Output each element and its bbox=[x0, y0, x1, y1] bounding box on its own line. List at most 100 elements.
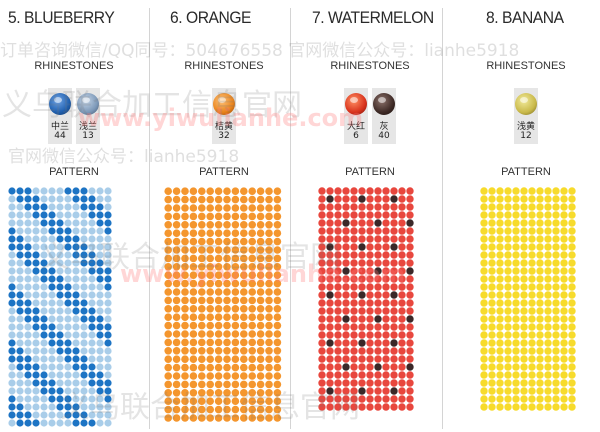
bead bbox=[382, 211, 390, 219]
bead bbox=[568, 203, 576, 211]
bead bbox=[256, 389, 265, 397]
bead bbox=[528, 347, 536, 355]
bead bbox=[181, 288, 189, 296]
bead bbox=[326, 187, 334, 195]
bead bbox=[8, 275, 16, 283]
bead bbox=[198, 204, 206, 212]
bead bbox=[96, 371, 104, 379]
bead bbox=[248, 221, 256, 229]
bead bbox=[72, 259, 80, 267]
bead bbox=[214, 372, 223, 380]
bead bbox=[181, 263, 189, 271]
bead bbox=[172, 254, 181, 263]
bead bbox=[358, 363, 366, 371]
bead bbox=[40, 251, 48, 259]
bead bbox=[358, 379, 366, 387]
bead bbox=[480, 243, 488, 251]
bead bbox=[104, 243, 112, 251]
bead bbox=[64, 251, 72, 259]
bead bbox=[8, 235, 16, 243]
bead bbox=[16, 379, 24, 387]
bead bbox=[8, 283, 16, 291]
rhinestone-samples: 大红 6 灰 40 bbox=[296, 88, 444, 144]
bead bbox=[198, 288, 206, 296]
bead bbox=[231, 288, 240, 296]
bead bbox=[342, 291, 350, 299]
bead bbox=[231, 296, 240, 305]
bead bbox=[326, 195, 334, 203]
bead bbox=[214, 296, 223, 305]
bead bbox=[248, 355, 256, 363]
bead bbox=[181, 363, 189, 372]
bead bbox=[552, 363, 560, 371]
bead bbox=[256, 313, 265, 321]
bead bbox=[104, 299, 112, 307]
bead bbox=[326, 347, 334, 355]
bead bbox=[32, 395, 40, 403]
bead bbox=[318, 323, 326, 331]
bead bbox=[198, 338, 206, 347]
stone-code: 12 bbox=[520, 131, 532, 141]
bead bbox=[544, 195, 552, 203]
bead bbox=[96, 323, 104, 331]
bead bbox=[181, 237, 189, 246]
bead bbox=[504, 219, 512, 227]
bead bbox=[406, 387, 414, 395]
bead bbox=[504, 195, 512, 203]
bead bbox=[552, 267, 560, 275]
bead bbox=[273, 195, 282, 204]
bead bbox=[544, 403, 552, 411]
bead bbox=[342, 227, 350, 235]
bead bbox=[16, 275, 24, 283]
bead bbox=[32, 387, 40, 395]
bead bbox=[512, 283, 520, 291]
bead bbox=[248, 321, 256, 330]
bead bbox=[256, 254, 265, 263]
bead bbox=[24, 275, 32, 283]
bead bbox=[64, 219, 72, 227]
bead bbox=[56, 187, 64, 195]
bead bbox=[374, 347, 382, 355]
bead bbox=[80, 251, 88, 259]
bead bbox=[240, 363, 248, 372]
bead bbox=[96, 227, 104, 235]
bead bbox=[536, 331, 544, 339]
bead bbox=[8, 387, 16, 395]
bead bbox=[56, 259, 64, 267]
bead bbox=[231, 221, 240, 229]
bead bbox=[80, 267, 88, 275]
bead bbox=[568, 299, 576, 307]
bead bbox=[552, 331, 560, 339]
bead bbox=[265, 296, 273, 305]
bead bbox=[181, 212, 189, 221]
bead bbox=[488, 323, 496, 331]
bead-pattern-grid bbox=[480, 187, 576, 432]
bead bbox=[96, 195, 104, 203]
rhinestones-label: RHINESTONES bbox=[330, 60, 410, 72]
bead bbox=[189, 305, 198, 313]
bead bbox=[72, 395, 80, 403]
bead bbox=[358, 307, 366, 315]
bead bbox=[104, 323, 112, 331]
bead bbox=[520, 227, 528, 235]
bead bbox=[350, 379, 358, 387]
bead bbox=[536, 395, 544, 403]
bead bbox=[240, 405, 248, 414]
bead bbox=[398, 267, 406, 275]
bead bbox=[273, 414, 282, 422]
bead bbox=[172, 195, 181, 204]
bead bbox=[240, 229, 248, 237]
bead bbox=[358, 251, 366, 259]
bead bbox=[48, 187, 56, 195]
bead bbox=[24, 323, 32, 331]
bead bbox=[374, 235, 382, 243]
bead bbox=[181, 305, 189, 313]
bead bbox=[382, 275, 390, 283]
bead bbox=[342, 315, 350, 323]
bead bbox=[334, 395, 342, 403]
bead bbox=[48, 195, 56, 203]
bead bbox=[8, 371, 16, 379]
bead bbox=[214, 397, 223, 405]
bead bbox=[8, 339, 16, 347]
bead bbox=[240, 271, 248, 279]
